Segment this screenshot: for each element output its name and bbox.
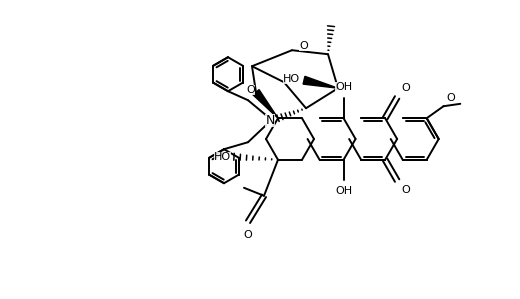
Polygon shape [303,76,338,88]
Text: HO: HO [283,74,300,84]
Text: O: O [299,41,308,51]
Text: O: O [447,93,455,103]
Text: O: O [244,230,252,240]
Text: HO: HO [214,152,231,162]
Polygon shape [253,90,278,118]
Text: O: O [246,85,255,95]
Text: O: O [401,184,410,195]
Text: N: N [265,114,275,127]
Text: OH: OH [335,82,352,92]
Text: O: O [401,83,410,93]
Text: OH: OH [335,186,352,196]
